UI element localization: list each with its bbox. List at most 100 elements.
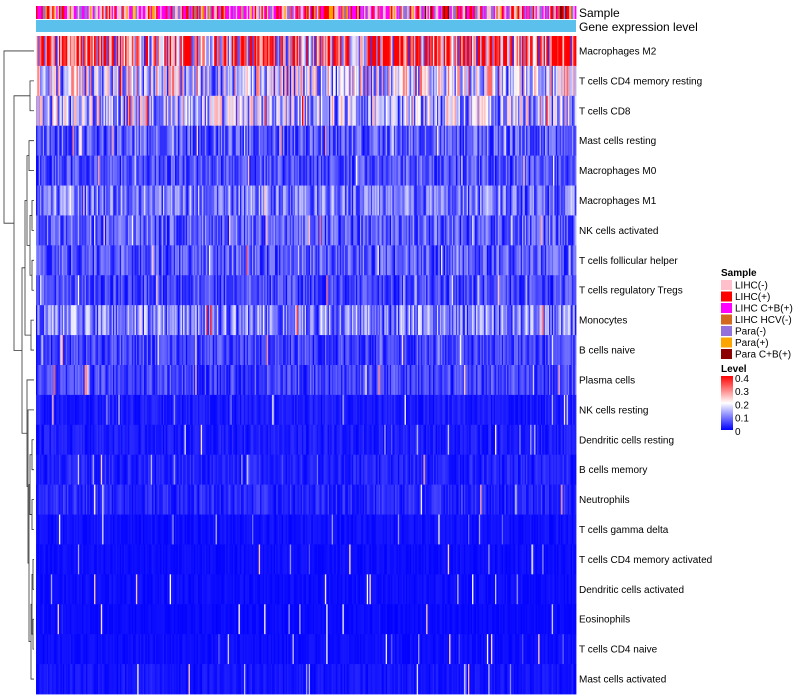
heatmap-cell (141, 335, 144, 366)
heatmap-cell (198, 36, 200, 67)
heatmap-cell (358, 365, 361, 396)
heatmap-cell (419, 245, 422, 276)
heatmap-cell (562, 275, 565, 306)
heatmap-cell (439, 305, 442, 336)
heatmap-cell (284, 245, 287, 276)
heatmap-cell (152, 305, 154, 336)
heatmap-cell (268, 275, 270, 306)
heatmap-cell (154, 245, 157, 276)
heatmap-cell (239, 125, 242, 157)
heatmap-cell (304, 155, 307, 186)
heatmap-cell (307, 185, 310, 216)
heatmap-cell (125, 95, 127, 127)
heatmap-cell (387, 305, 389, 336)
heatmap-cell (211, 125, 214, 157)
heatmap-cell (339, 335, 342, 366)
heatmap-cell (559, 275, 562, 306)
heatmap-cell (380, 65, 382, 97)
heatmap-cell (157, 65, 160, 97)
heatmap-cell (237, 394, 239, 426)
heatmap-cell (229, 95, 231, 127)
heatmap-cell (241, 95, 243, 127)
heatmap-cell (496, 215, 499, 246)
heatmap-cell (247, 215, 250, 246)
heatmap-cell (496, 185, 499, 216)
heatmap-cell (436, 36, 439, 67)
heatmap-cell (79, 155, 81, 186)
heatmap-cell (188, 95, 191, 127)
heatmap-cell (478, 305, 481, 336)
heatmap-cell (88, 185, 91, 216)
heatmap-cell (94, 185, 96, 216)
heatmap-cell (469, 95, 472, 127)
heatmap-cell (360, 305, 362, 336)
heatmap-cell (139, 335, 142, 366)
heatmap-cell (160, 245, 162, 276)
heatmap-cell (146, 275, 149, 306)
heatmap-cell (532, 155, 535, 186)
heatmap-cell (191, 95, 193, 127)
heatmap-cell (291, 155, 293, 186)
heatmap-cell (58, 275, 61, 306)
heatmap-cell (360, 95, 362, 127)
heatmap-cell (45, 65, 48, 97)
heatmap-cell (349, 275, 351, 306)
heatmap-cell (76, 245, 79, 276)
heatmap-cell (320, 275, 323, 306)
heatmap-cell (122, 275, 125, 306)
heatmap-cell (534, 305, 536, 336)
heatmap-cell (407, 245, 409, 276)
heatmap-cell (102, 305, 104, 336)
heatmap-cell (492, 95, 495, 127)
heatmap-cell (50, 65, 53, 97)
heatmap-cell (511, 335, 513, 366)
heatmap-cell (520, 305, 523, 336)
heatmap-cell (349, 335, 351, 366)
heatmap-cell (199, 305, 202, 336)
heatmap-cell (179, 335, 181, 366)
heatmap-cell (347, 245, 350, 276)
heatmap-cell (252, 185, 254, 216)
heatmap-cell (91, 215, 94, 246)
heatmap-cell (381, 95, 384, 127)
heatmap-cell (277, 245, 280, 276)
heatmap-cell (365, 215, 368, 246)
heatmap-cell (261, 155, 264, 186)
heatmap-cell (229, 394, 231, 426)
heatmap-cell (297, 245, 300, 276)
heatmap-cell (279, 365, 281, 396)
heatmap-cell (83, 125, 85, 157)
heatmap-cell (188, 305, 191, 336)
heatmap-cell (372, 185, 374, 216)
heatmap-cell (130, 275, 133, 306)
heatmap-cell (387, 365, 389, 396)
heatmap-cell (500, 185, 503, 216)
heatmap-cell (81, 245, 84, 276)
heatmap-cell (141, 245, 144, 276)
heatmap-cell (295, 185, 297, 216)
heatmap-cell (304, 125, 307, 157)
heatmap-cell (247, 155, 250, 186)
heatmap-cell (500, 305, 503, 336)
heatmap-cell (266, 365, 269, 396)
heatmap-cell (451, 335, 454, 366)
heatmap-cell (353, 215, 355, 246)
heatmap-cell (218, 95, 220, 127)
heatmap-cell (489, 125, 492, 157)
heatmap-cell (234, 36, 237, 67)
heatmap-cell (260, 365, 262, 396)
heatmap-cell (85, 305, 88, 336)
heatmap-cell (430, 125, 432, 157)
heatmap-cell (261, 36, 264, 67)
heatmap-cell (441, 215, 443, 246)
heatmap-cell (215, 245, 218, 276)
heatmap-cell (195, 215, 198, 246)
heatmap-cell (91, 185, 94, 216)
heatmap-cell (270, 95, 273, 127)
heatmap-cell (90, 365, 92, 396)
heatmap-cell (49, 215, 52, 246)
heatmap-cell (214, 125, 216, 157)
heatmap-cell (52, 245, 54, 276)
heatmap-cell (75, 125, 77, 157)
heatmap-cell (272, 365, 274, 396)
